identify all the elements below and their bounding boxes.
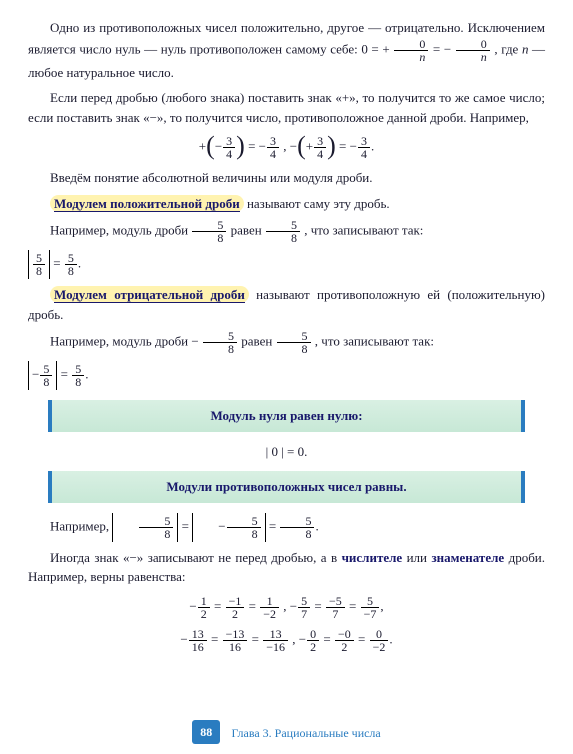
p1-frac-1: 0 n: [394, 38, 428, 63]
highlight-1: Модулем положительной дроби: [50, 195, 244, 212]
textbook-page: Одно из противоположных чисел положитель…: [0, 0, 573, 754]
paragraph-4: Например, модуль дроби 58 равен 58 , что…: [28, 219, 545, 244]
rule-modulus-zero: Модуль нуля равен нулю:: [48, 400, 525, 432]
equation-sign-placement-2: −1316 = −1316 = 13−16 , −02 = −02 = 0−2.: [28, 628, 545, 653]
paragraph-1: Одно из противоположных чисел положитель…: [28, 18, 545, 82]
p1-text-b: , где: [494, 41, 522, 56]
paragraph-5: Например, модуль дроби − 58 равен 58 , ч…: [28, 330, 545, 355]
page-number: 88: [192, 720, 220, 744]
page-footer: 88 Глава 3. Рациональные числа: [0, 720, 573, 746]
equation-abs-positive: 58 = 58.: [28, 250, 545, 279]
paragraph-2: Если перед дробью (любого знака) постави…: [28, 88, 545, 127]
equation-abs-zero: | 0 | = 0.: [28, 442, 545, 462]
equation-sign-example: +(−34) = −34 , −(+34) = −34.: [28, 135, 545, 160]
p1-n: n: [522, 41, 529, 56]
paragraph-6: Например, 58 = −58 = 58.: [28, 513, 545, 542]
paragraph-7: Иногда знак «−» записывают не перед дроб…: [28, 548, 545, 587]
p1-eq-lhs: 0 = +: [361, 41, 389, 56]
chapter-title: Глава 3. Рациональные числа: [232, 724, 381, 742]
equation-abs-negative: −58 = 58.: [28, 361, 545, 390]
equation-sign-placement-1: −12 = −12 = 1−2 , −57 = −57 = 5−7,: [28, 595, 545, 620]
highlight-2: Модулем отрицательной дроби: [50, 286, 249, 303]
p1-eq-mid: = −: [433, 41, 451, 56]
paragraph-3: Введём понятие абсолютной величины или м…: [28, 168, 545, 188]
rule-modulus-opposite: Модули противоположных чисел равны.: [48, 471, 525, 503]
definition-positive-modulus: Модулем положительной дроби называют сам…: [28, 194, 545, 214]
p1-frac-2: 0 n: [456, 38, 490, 63]
definition-negative-modulus: Модулем отрицательной дроби называют про…: [28, 285, 545, 324]
